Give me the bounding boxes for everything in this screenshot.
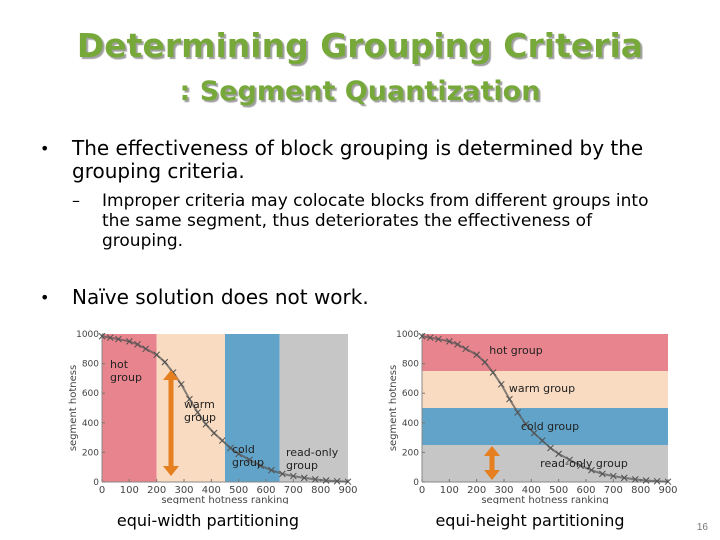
region-3 bbox=[279, 334, 348, 482]
group-label-line: read-only bbox=[286, 446, 339, 459]
y-tick-label: 200 bbox=[402, 448, 419, 458]
group-label-line: group bbox=[232, 456, 264, 469]
sub-bullet-1-text: Improper criteria may colocate blocks fr… bbox=[102, 191, 649, 251]
y-tick-label: 200 bbox=[82, 448, 99, 458]
y-tick-label: 600 bbox=[82, 389, 99, 399]
bullet-2-text: Naïve solution does not work. bbox=[72, 285, 369, 309]
x-tick-label: 500 bbox=[549, 485, 568, 496]
region-0 bbox=[102, 334, 157, 482]
data-curve bbox=[101, 335, 349, 483]
x-tick-label: 300 bbox=[494, 485, 513, 496]
y-tick-label: 400 bbox=[82, 419, 99, 429]
chart-equi-width: 0 100 200 300 400 500 600 700 800 900 0 200 400 600 80… bbox=[64, 326, 358, 506]
chart-equi-height: 0 100 200 300 400 500 600 700 800 900 0 200 400 600 80… bbox=[384, 326, 678, 506]
bullet-mark: • bbox=[40, 139, 50, 158]
x-tick-label: 100 bbox=[440, 485, 459, 496]
arrow-head-top bbox=[484, 446, 500, 456]
y-tick-label: 1000 bbox=[396, 330, 419, 340]
group-label: hot group bbox=[489, 344, 542, 357]
y-axis-label: segment hotness bbox=[68, 365, 79, 451]
region-3 bbox=[422, 445, 668, 482]
y-axis-label: segment hotness bbox=[388, 365, 399, 451]
y-tick-label: 800 bbox=[402, 360, 419, 370]
x-tick-label: 800 bbox=[311, 485, 330, 496]
x-tick-label: 300 bbox=[174, 485, 193, 496]
chart-equi-height-svg: 0 100 200 300 400 500 600 700 800 900 0 200 400 600 80… bbox=[384, 326, 678, 506]
group-label: warm group bbox=[184, 398, 216, 424]
x-tick-label: 400 bbox=[202, 485, 221, 496]
group-label-line: group bbox=[110, 371, 142, 384]
x-tick-label: 700 bbox=[284, 485, 303, 496]
region-2 bbox=[422, 408, 668, 445]
bullet-mark: • bbox=[40, 288, 50, 307]
x-tick-label: 500 bbox=[229, 485, 248, 496]
x-tick-label: 900 bbox=[338, 485, 357, 496]
arrow-head-bottom bbox=[163, 466, 179, 476]
caption-equi-height: equi-height partitioning bbox=[435, 511, 625, 530]
region-0 bbox=[422, 334, 668, 371]
group-label-line: hot bbox=[110, 358, 129, 371]
arrow-head-bottom bbox=[484, 470, 500, 480]
x-tick-label: 400 bbox=[522, 485, 541, 496]
sub-bullet-1: – Improper criteria may colocate blocks … bbox=[72, 191, 662, 251]
group-label-line: warm bbox=[184, 398, 215, 411]
y-tick-label: 1000 bbox=[76, 330, 99, 340]
group-label: warm group bbox=[509, 382, 575, 395]
x-axis-label: segment hotness ranking bbox=[481, 495, 608, 504]
group-label: cold group bbox=[521, 420, 579, 433]
slide-title: Determining Grouping Criteria bbox=[76, 26, 644, 65]
y-tick-label: 400 bbox=[402, 419, 419, 429]
region-1 bbox=[422, 371, 668, 408]
caption-equi-width: equi-width partitioning bbox=[116, 511, 300, 530]
arrow-head-top bbox=[163, 370, 179, 380]
x-tick-label: 900 bbox=[658, 485, 677, 496]
x-tick-label: 100 bbox=[120, 485, 139, 496]
x-tick-label: 200 bbox=[467, 485, 486, 496]
page-number: 16 bbox=[696, 522, 708, 533]
group-label-line: cold bbox=[232, 443, 255, 456]
group-label-line: group bbox=[184, 411, 216, 424]
bullet-1: • The effectiveness of block grouping is… bbox=[40, 136, 682, 183]
x-tick-label: 800 bbox=[631, 485, 650, 496]
group-label: read-only group bbox=[286, 446, 339, 472]
y-tick-label: 600 bbox=[402, 389, 419, 399]
chart-equi-width-svg: 0 100 200 300 400 500 600 700 800 900 0 200 400 600 80… bbox=[64, 326, 358, 506]
bullet-2: • Naïve solution does not work. bbox=[40, 285, 682, 309]
group-label: cold group bbox=[232, 443, 264, 469]
x-tick-label: 700 bbox=[604, 485, 623, 496]
x-tick-label: 600 bbox=[256, 485, 275, 496]
bullet-1-text: The effectiveness of block grouping is d… bbox=[72, 136, 644, 183]
x-tick-label: 600 bbox=[576, 485, 595, 496]
x-axis-label: segment hotness ranking bbox=[161, 495, 288, 504]
sub-bullet-mark: – bbox=[72, 191, 80, 210]
region-1 bbox=[156, 334, 225, 482]
x-tick-label: 0 bbox=[99, 485, 105, 496]
x-tick-label: 0 bbox=[419, 485, 425, 496]
y-tick-label: 0 bbox=[93, 478, 99, 488]
slide-subtitle: : Segment Quantization bbox=[179, 76, 541, 107]
y-tick-label: 800 bbox=[82, 360, 99, 370]
group-label: read-only group bbox=[540, 457, 628, 470]
x-tick-label: 200 bbox=[147, 485, 166, 496]
y-tick-label: 0 bbox=[413, 478, 419, 488]
group-label-line: group bbox=[286, 459, 318, 472]
group-label: hot group bbox=[110, 358, 142, 384]
data-curve bbox=[421, 335, 669, 483]
